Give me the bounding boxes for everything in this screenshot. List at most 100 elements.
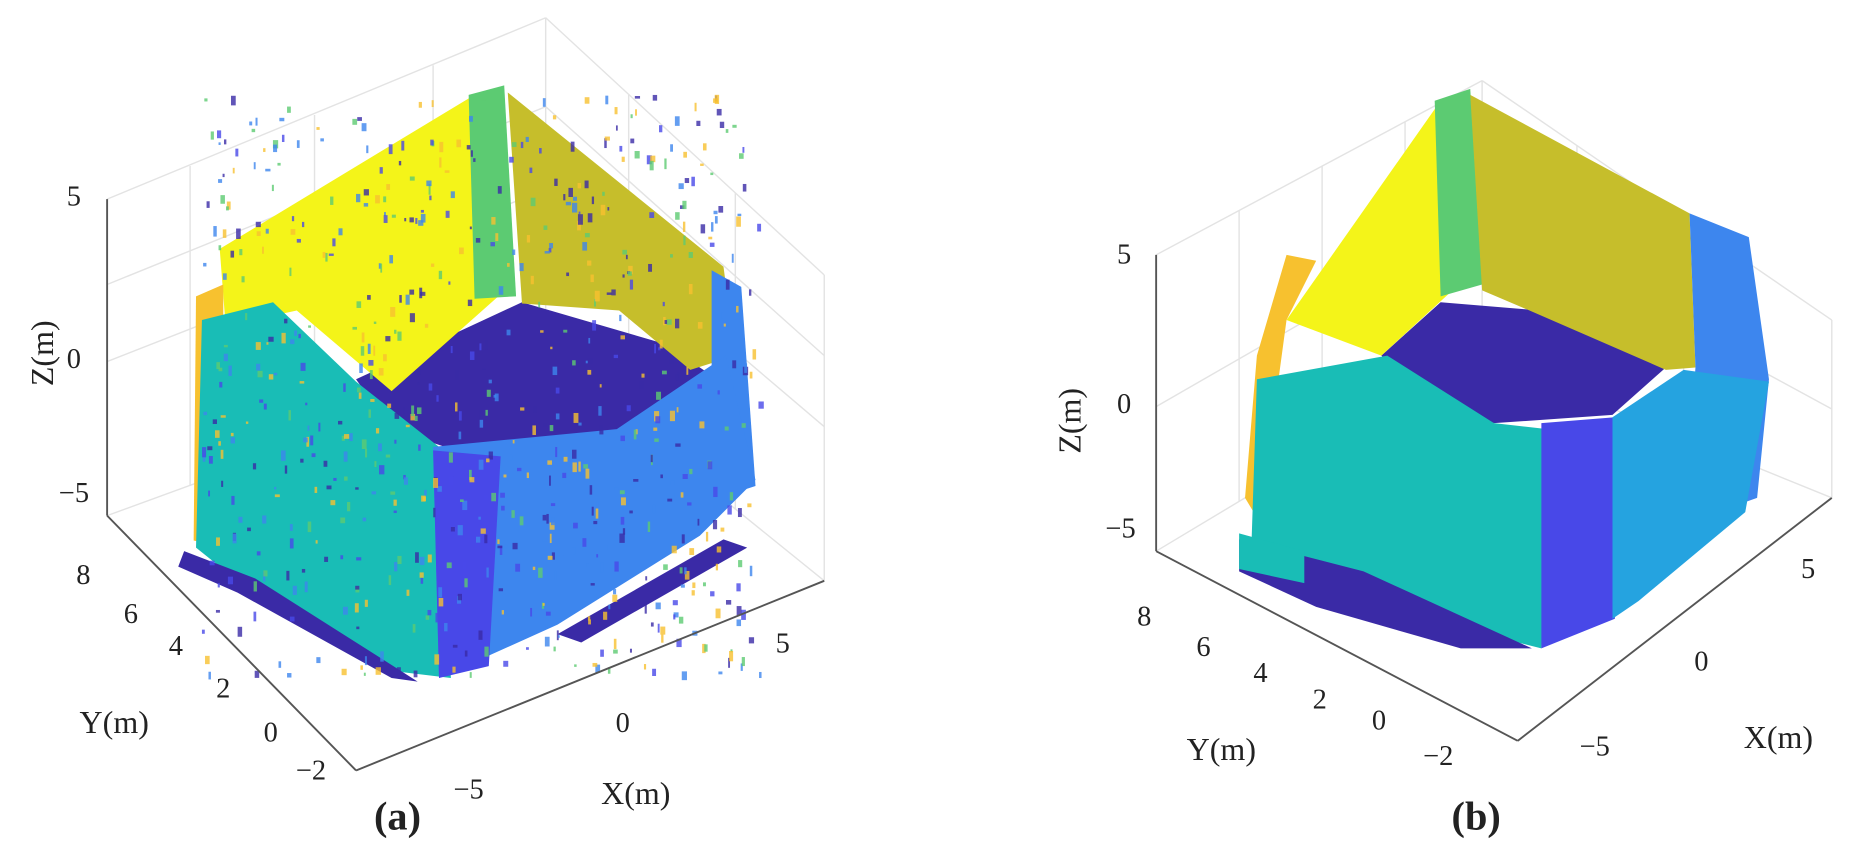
point-speckle <box>732 360 737 369</box>
point-speckle <box>347 501 351 512</box>
point-speckle <box>469 477 475 483</box>
point-speckle <box>375 428 380 434</box>
point-speckle <box>675 318 680 329</box>
point-speckle <box>660 626 666 635</box>
point-speckle <box>543 423 548 427</box>
point-speckle <box>724 426 729 431</box>
point-speckle <box>433 507 436 518</box>
point-speckle <box>383 215 388 223</box>
x-axis-title: X(m) <box>601 775 670 811</box>
point-speckle <box>245 421 249 424</box>
point-speckle <box>349 433 353 442</box>
point-speckle <box>448 476 454 486</box>
point-speckle <box>719 121 725 129</box>
point-speckle <box>239 249 243 256</box>
point-speckle <box>203 411 208 416</box>
point-speckle <box>311 453 316 458</box>
point-speckle <box>512 542 518 550</box>
point-speckle <box>551 517 555 526</box>
point-speckle <box>736 619 742 627</box>
point-cloud-segment <box>1239 539 1532 649</box>
point-speckle <box>702 582 706 587</box>
point-speckle <box>316 127 320 130</box>
point-speckle <box>247 527 251 532</box>
point-speckle <box>549 475 551 486</box>
point-speckle <box>501 505 505 511</box>
point-speckle <box>542 514 547 521</box>
point-speckle <box>577 220 581 231</box>
point-speckle <box>214 430 220 438</box>
point-speckle <box>436 395 439 402</box>
point-speckle <box>503 474 507 478</box>
point-speckle <box>278 661 282 668</box>
point-speckle <box>538 301 541 308</box>
point-speckle <box>626 405 631 412</box>
point-speckle <box>620 516 625 525</box>
point-speckle <box>483 494 489 501</box>
point-speckle <box>397 331 402 341</box>
point-speckle <box>373 345 376 356</box>
point-speckle <box>208 455 213 464</box>
point-speckle <box>619 533 625 543</box>
y-axis-title: Y(m) <box>1187 731 1256 767</box>
x-axis-tick-label: −5 <box>1580 732 1610 763</box>
point-speckle <box>455 402 458 412</box>
point-speckle <box>653 427 658 431</box>
point-speckle <box>485 409 488 416</box>
point-speckle <box>661 370 667 375</box>
point-speckle <box>394 562 398 572</box>
point-speckle <box>356 193 361 203</box>
point-speckle <box>469 672 472 678</box>
point-speckle <box>614 561 619 572</box>
point-speckle <box>620 435 625 442</box>
point-speckle <box>498 588 504 592</box>
point-speckle <box>620 497 626 506</box>
point-speckle <box>673 612 679 618</box>
point-speckle <box>255 117 258 126</box>
point-speckle <box>595 664 601 673</box>
point-speckle <box>633 429 637 440</box>
point-speckle <box>697 384 703 389</box>
point-speckle <box>384 212 386 216</box>
point-speckle <box>459 499 464 502</box>
point-speckle <box>622 274 625 278</box>
point-speckle <box>343 451 348 462</box>
point-speckle <box>587 357 593 365</box>
point-speckle <box>757 223 762 232</box>
point-speckle <box>354 603 359 613</box>
point-speckle <box>742 146 745 153</box>
axis-line <box>106 514 357 772</box>
point-speckle <box>444 170 450 173</box>
x-axis-tick-label: −5 <box>454 774 484 805</box>
point-speckle <box>590 274 594 283</box>
y-axis-tick-label: −2 <box>1423 741 1453 772</box>
point-speckle <box>405 424 410 428</box>
point-speckle <box>232 167 235 174</box>
point-speckle <box>713 210 718 215</box>
point-speckle <box>736 583 741 592</box>
point-speckle <box>612 594 618 602</box>
point-speckle <box>552 366 558 376</box>
plot-panel: 5 0 −5 8 64 2 0 −2 −5 0 5 Z(m) Y(m) X(m) (a) <box>24 17 825 839</box>
point-speckle <box>655 602 661 610</box>
point-speckle <box>296 140 300 148</box>
point-speckle <box>300 458 304 463</box>
point-speckle <box>268 374 274 380</box>
point-speckle <box>572 449 577 459</box>
point-speckle <box>201 629 205 634</box>
point-speckle <box>202 453 206 462</box>
point-speckle <box>723 323 726 327</box>
point-speckle <box>593 520 598 525</box>
point-speckle <box>378 368 384 376</box>
point-speckle <box>501 610 504 615</box>
point-speckle <box>230 432 234 437</box>
point-speckle <box>613 354 618 359</box>
point-speckle <box>467 299 473 307</box>
point-speckle <box>484 534 488 544</box>
point-speckle <box>209 560 215 566</box>
point-speckle <box>587 260 592 266</box>
point-speckle <box>438 598 444 607</box>
point-speckle <box>689 548 695 555</box>
point-speckle <box>588 337 591 344</box>
point-speckle <box>622 528 626 535</box>
